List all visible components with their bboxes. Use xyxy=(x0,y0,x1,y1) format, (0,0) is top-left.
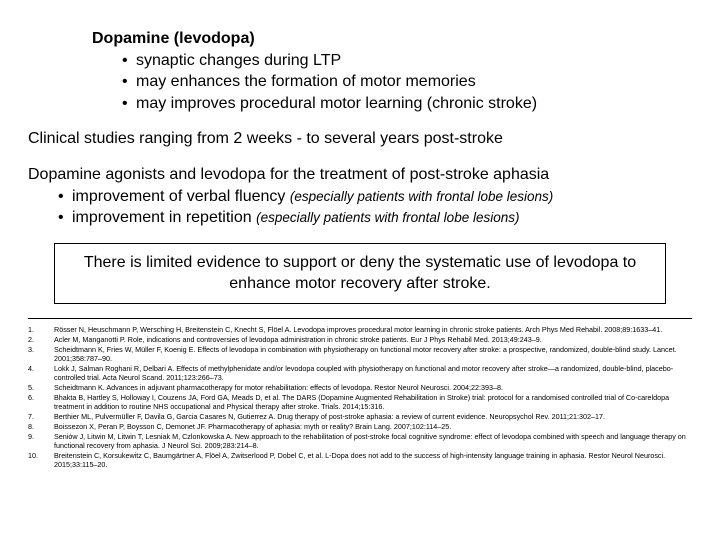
ref-num: 7. xyxy=(28,412,54,421)
reference-item: 2.Acler M, Manganotti P. Role, indicatio… xyxy=(28,335,692,344)
evidence-callout: There is limited evidence to support or … xyxy=(54,243,666,304)
bullet-dot: • xyxy=(122,93,136,115)
reference-item: 10.Breitenstein C, Korsukewitz C, Baumgä… xyxy=(28,451,692,469)
reference-item: 6.Bhakta B, Hartley S, Holloway I, Couze… xyxy=(28,393,692,411)
divider xyxy=(28,318,692,319)
ref-num: 4. xyxy=(28,364,54,382)
bullet-row: •synaptic changes during LTP xyxy=(122,50,692,72)
references-list: 1.Rösser N, Heuschmann P, Wersching H, B… xyxy=(28,325,692,469)
ref-num: 5. xyxy=(28,383,54,392)
bullet-text: may improves procedural motor learning (… xyxy=(136,93,537,115)
reference-item: 1.Rösser N, Heuschmann P, Wersching H, B… xyxy=(28,325,692,334)
bullet-dot: • xyxy=(122,71,136,93)
ref-text: Breitenstein C, Korsukewitz C, Baumgärtn… xyxy=(54,451,692,469)
bullet-main: improvement of verbal fluency xyxy=(72,188,290,205)
ref-text: Seniów J, Litwin M, Litwin T, Lesniak M,… xyxy=(54,432,692,450)
agonists-section: Dopamine agonists and levodopa for the t… xyxy=(28,164,692,229)
bullet-note: (especially patients with frontal lobe l… xyxy=(256,210,519,225)
bullet-row: • improvement of verbal fluency (especia… xyxy=(58,186,692,208)
agonists-bullets: • improvement of verbal fluency (especia… xyxy=(58,186,692,229)
ref-text: Boissezon X, Peran P, Boysson C, Demonet… xyxy=(54,422,692,431)
ref-text: Bhakta B, Hartley S, Holloway I, Couzens… xyxy=(54,393,692,411)
bullet-row: •may enhances the formation of motor mem… xyxy=(122,71,692,93)
dopamine-title: Dopamine (levodopa) xyxy=(92,28,692,50)
ref-text: Lokk J, Salman Roghani R, Delbari A. Eff… xyxy=(54,364,692,382)
ref-num: 3. xyxy=(28,345,54,363)
ref-text: Acler M, Manganotti P. Role, indications… xyxy=(54,335,692,344)
reference-item: 3.Scheidtmann K, Fries W, Müller F, Koen… xyxy=(28,345,692,363)
ref-text: Scheidtmann K, Fries W, Müller F, Koenig… xyxy=(54,345,692,363)
bullet-note: (especially patients with frontal lobe l… xyxy=(290,189,553,204)
bullet-body: improvement in repetition (especially pa… xyxy=(72,207,519,229)
ref-num: 2. xyxy=(28,335,54,344)
reference-item: 9.Seniów J, Litwin M, Litwin T, Lesniak … xyxy=(28,432,692,450)
reference-item: 7.Berthier ML, Pulvermüller F, Davila G,… xyxy=(28,412,692,421)
dopamine-section: Dopamine (levodopa) •synaptic changes du… xyxy=(28,28,692,114)
clinical-line: Clinical studies ranging from 2 weeks - … xyxy=(28,128,692,150)
ref-text: Scheidtmann K. Advances in adjuvant phar… xyxy=(54,383,692,392)
reference-item: 4.Lokk J, Salman Roghani R, Delbari A. E… xyxy=(28,364,692,382)
reference-item: 8.Boissezon X, Peran P, Boysson C, Demon… xyxy=(28,422,692,431)
bullet-dot: • xyxy=(122,50,136,72)
ref-num: 10. xyxy=(28,451,54,469)
dopamine-bullets: •synaptic changes during LTP •may enhanc… xyxy=(122,50,692,115)
bullet-row: •may improves procedural motor learning … xyxy=(122,93,692,115)
bullet-text: synaptic changes during LTP xyxy=(136,50,341,72)
bullet-text: may enhances the formation of motor memo… xyxy=(136,71,476,93)
ref-num: 9. xyxy=(28,432,54,450)
ref-num: 6. xyxy=(28,393,54,411)
ref-text: Rösser N, Heuschmann P, Wersching H, Bre… xyxy=(54,325,692,334)
bullet-dot: • xyxy=(58,186,72,208)
bullet-main: improvement in repetition xyxy=(72,209,256,226)
reference-item: 5.Scheidtmann K. Advances in adjuvant ph… xyxy=(28,383,692,392)
ref-text: Berthier ML, Pulvermüller F, Davila G, G… xyxy=(54,412,692,421)
bullet-row: • improvement in repetition (especially … xyxy=(58,207,692,229)
bullet-dot: • xyxy=(58,207,72,229)
agonists-title: Dopamine agonists and levodopa for the t… xyxy=(28,164,692,186)
bullet-body: improvement of verbal fluency (especiall… xyxy=(72,186,553,208)
ref-num: 8. xyxy=(28,422,54,431)
ref-num: 1. xyxy=(28,325,54,334)
